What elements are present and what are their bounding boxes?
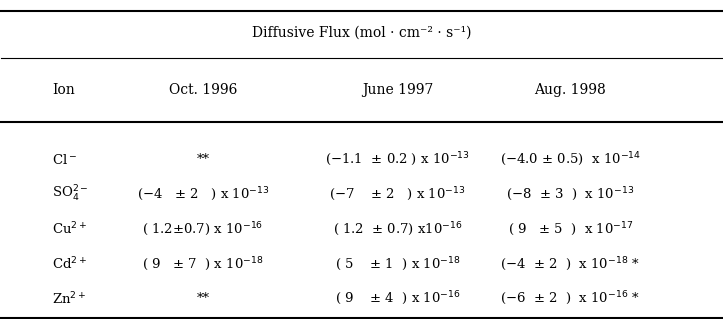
Text: **: ** [197, 153, 210, 166]
Text: Zn$^{2+}$: Zn$^{2+}$ [52, 290, 86, 307]
Text: June 1997: June 1997 [362, 83, 433, 97]
Text: Diffusive Flux (mol · cm⁻² · s⁻¹): Diffusive Flux (mol · cm⁻² · s⁻¹) [252, 26, 471, 40]
Text: Cl$^-$: Cl$^-$ [52, 152, 77, 167]
Text: Oct. 1996: Oct. 1996 [169, 83, 237, 97]
Text: Ion: Ion [52, 83, 74, 97]
Text: SO$_4^{2-}$: SO$_4^{2-}$ [52, 184, 88, 204]
Text: ( 9   $\pm$ 7  ) x 10$^{-18}$: ( 9 $\pm$ 7 ) x 10$^{-18}$ [142, 255, 264, 273]
Text: ($-$8  $\pm$ 3  )  x 10$^{-13}$: ($-$8 $\pm$ 3 ) x 10$^{-13}$ [506, 185, 635, 203]
Text: Aug. 1998: Aug. 1998 [534, 83, 607, 97]
Text: **: ** [197, 292, 210, 305]
Text: ( 9   $\pm$ 5  )  x 10$^{-17}$: ( 9 $\pm$ 5 ) x 10$^{-17}$ [508, 220, 633, 238]
Text: ($-$4  $\pm$ 2  )  x 10$^{-18}$ *: ($-$4 $\pm$ 2 ) x 10$^{-18}$ * [500, 255, 641, 273]
Text: ($-$7    $\pm$ 2   ) x 10$^{-13}$: ($-$7 $\pm$ 2 ) x 10$^{-13}$ [329, 185, 466, 203]
Text: ( 1.2$\pm$0.7) x 10$^{-16}$: ( 1.2$\pm$0.7) x 10$^{-16}$ [142, 220, 264, 238]
Text: ($-$6  $\pm$ 2  )  x 10$^{-16}$ *: ($-$6 $\pm$ 2 ) x 10$^{-16}$ * [500, 290, 641, 308]
Text: ( 1.2  $\pm$ 0.7) x10$^{-16}$: ( 1.2 $\pm$ 0.7) x10$^{-16}$ [333, 220, 462, 238]
Text: ($-$4.0 $\pm$ 0.5)  x 10$^{-14}$: ($-$4.0 $\pm$ 0.5) x 10$^{-14}$ [500, 151, 641, 168]
Text: ( 5    $\pm$ 1  ) x 10$^{-18}$: ( 5 $\pm$ 1 ) x 10$^{-18}$ [335, 255, 461, 273]
Text: ($-$1.1  $\pm$ 0.2 ) x 10$^{-13}$: ($-$1.1 $\pm$ 0.2 ) x 10$^{-13}$ [325, 151, 470, 168]
Text: ($-$4   $\pm$ 2   ) x 10$^{-13}$: ($-$4 $\pm$ 2 ) x 10$^{-13}$ [137, 185, 270, 203]
Text: Cd$^{2+}$: Cd$^{2+}$ [52, 256, 87, 272]
Text: Cu$^{2+}$: Cu$^{2+}$ [52, 221, 87, 237]
Text: ( 9    $\pm$ 4  ) x 10$^{-16}$: ( 9 $\pm$ 4 ) x 10$^{-16}$ [335, 290, 461, 308]
